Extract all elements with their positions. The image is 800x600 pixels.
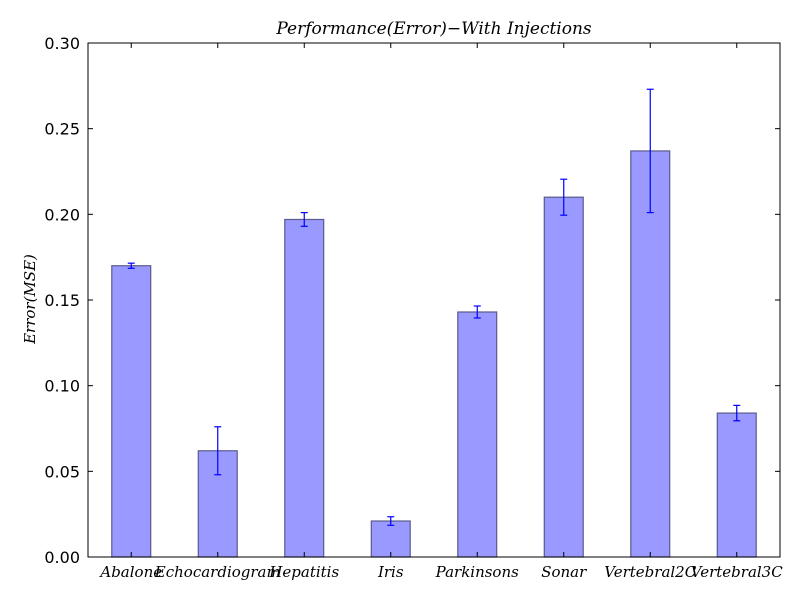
bar-hepatitis [284,218,325,558]
bar-iris [370,520,411,558]
plot-frame [87,42,781,558]
chart-title: Performance(Error)−With Injections [275,19,592,39]
x-tick-label: Parkinsons [435,563,519,581]
y-tick-label: 0.00 [44,548,80,567]
x-tick-label: Sonar [541,563,587,581]
x-tick-label: Abalone [98,563,162,581]
bar-parkinsons [457,311,498,558]
y-tick-label: 0.25 [44,120,80,139]
y-axis-label: Error(MSE) [21,254,39,345]
bar-vertebral3c [716,412,757,558]
y-tick-label: 0.10 [44,377,80,396]
bar-abalone [111,265,152,558]
y-tick-label: 0.15 [44,291,80,310]
y-tick-label: 0.05 [44,462,80,481]
plot-area: 0.00 0.05 0.10 0.15 0.20 0.25 0.30 AbaloneEchoc… [44,34,783,581]
bar-vertebral2c [630,150,671,558]
x-tick-label: Vertebral2C [604,563,696,581]
x-tick-label: Vertebral3C [691,563,783,581]
bar-sonar [543,196,584,558]
x-tick-label: Hepatitis [268,563,339,581]
x-tick-label: Echocardiogram [154,563,281,581]
y-tick-label: 0.30 [44,34,80,53]
y-tick-label: 0.20 [44,205,80,224]
x-tick-label: Iris [377,563,404,581]
